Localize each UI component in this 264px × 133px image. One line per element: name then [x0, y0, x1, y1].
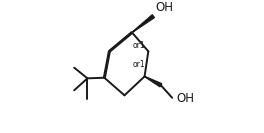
Polygon shape [132, 15, 154, 33]
Polygon shape [103, 51, 110, 78]
Text: OH: OH [155, 1, 173, 14]
Polygon shape [144, 76, 162, 87]
Text: OH: OH [177, 92, 195, 105]
Text: or1: or1 [133, 60, 145, 69]
Text: or1: or1 [133, 41, 145, 50]
Polygon shape [109, 32, 133, 52]
